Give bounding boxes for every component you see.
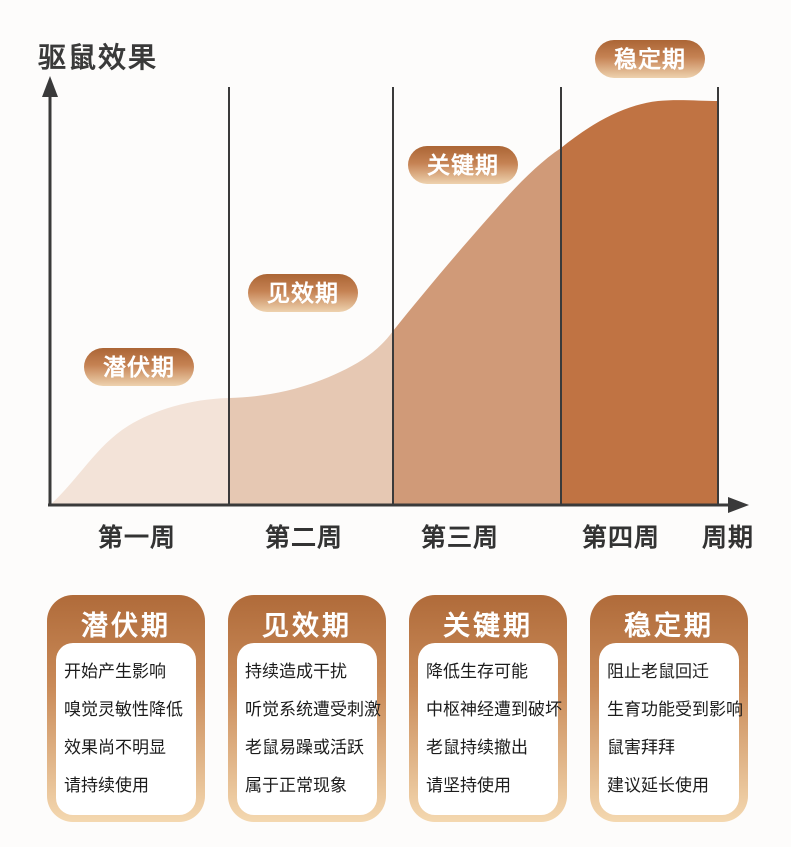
phase-detail-cards: 潜伏期 开始产生影响 嗅觉灵敏性降低 效果尚不明显 请持续使用 见效期 持续造成… (47, 595, 748, 822)
card-point: 鼠害拜拜 (607, 738, 675, 757)
chart-title-y-axis-label: 驱鼠效果 (38, 42, 159, 73)
rat-repellent-effect-chart: 驱鼠效果 潜伏期 见效期 关键期 稳定期 第一周 第二周 第三周 第四周 周期 (38, 40, 755, 552)
card-title: 关键期 (443, 611, 533, 641)
y-axis-arrowhead-icon (42, 76, 58, 97)
card-panel: 降低生存可能 中枢神经遭到破坏 老鼠持续撤出 请坚持使用 (418, 643, 562, 815)
card-point: 老鼠持续撤出 (426, 738, 528, 757)
card-point: 持续造成干扰 (245, 662, 347, 681)
card-point: 效果尚不明显 (64, 738, 166, 757)
x-axis-arrowhead-icon (728, 497, 749, 513)
card-point: 建议延长使用 (607, 776, 709, 795)
x-tick-week4: 第四周 (581, 524, 661, 552)
card-point: 请坚持使用 (426, 776, 511, 795)
phase-badge-effective: 见效期 (248, 274, 358, 312)
card-point: 生育功能受到影响 (607, 700, 743, 719)
card-point: 属于正常现象 (245, 776, 347, 795)
x-tick-week3: 第三周 (420, 524, 500, 552)
card-panel: 持续造成干扰 听觉系统遭受刺激 老鼠易躁或活跃 属于正常现象 (237, 643, 381, 815)
card-title: 稳定期 (624, 611, 714, 641)
x-tick-week1: 第一周 (97, 524, 177, 552)
card-critical-period: 关键期 降低生存可能 中枢神经遭到破坏 老鼠持续撤出 请坚持使用 (409, 595, 567, 822)
x-axis-label-cycle: 周期 (701, 524, 755, 552)
card-stable-period: 稳定期 阻止老鼠回迁 生育功能受到影响 鼠害拜拜 建议延长使用 (590, 595, 748, 822)
card-latent-period: 潜伏期 开始产生影响 嗅觉灵敏性降低 效果尚不明显 请持续使用 (47, 595, 205, 822)
card-point: 降低生存可能 (426, 662, 528, 681)
card-point: 阻止老鼠回迁 (607, 662, 709, 681)
card-point: 嗅觉灵敏性降低 (64, 700, 183, 719)
x-tick-week2: 第二周 (264, 524, 344, 552)
card-panel: 开始产生影响 嗅觉灵敏性降低 效果尚不明显 请持续使用 (56, 643, 196, 815)
card-effective-period: 见效期 持续造成干扰 听觉系统遭受刺激 老鼠易躁或活跃 属于正常现象 (228, 595, 386, 822)
phase-badge-latent: 潜伏期 (84, 348, 194, 386)
card-title: 潜伏期 (81, 611, 171, 641)
card-panel: 阻止老鼠回迁 生育功能受到影响 鼠害拜拜 建议延长使用 (599, 643, 743, 815)
card-point: 中枢神经遭到破坏 (426, 700, 562, 719)
card-point: 请持续使用 (64, 776, 149, 795)
phase-badge-critical: 关键期 (408, 146, 518, 184)
area-chart-canvas (42, 76, 749, 513)
phase-badge-stable: 稳定期 (595, 40, 705, 78)
card-point: 老鼠易躁或活跃 (245, 738, 364, 757)
card-point: 听觉系统遭受刺激 (245, 700, 381, 719)
card-title: 见效期 (262, 611, 352, 641)
card-point: 开始产生影响 (64, 662, 166, 681)
